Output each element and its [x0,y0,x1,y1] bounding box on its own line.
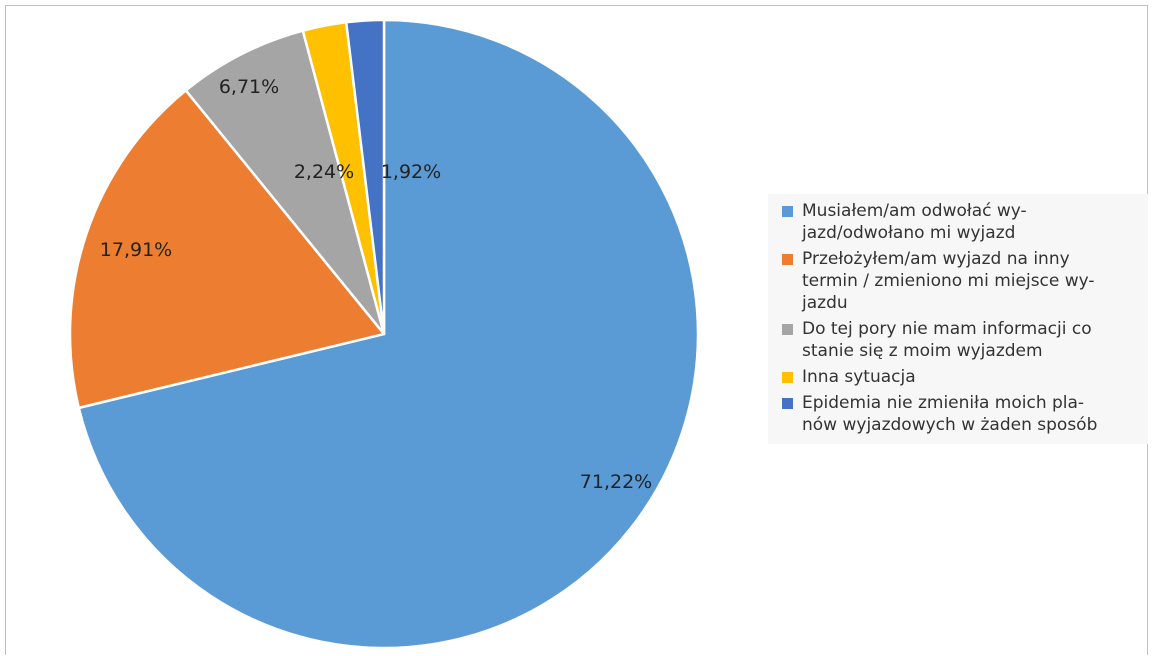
legend-label-line: jazdu [802,293,848,313]
legend-label-line: jazd/odwołano mi wyjazd [802,223,1016,243]
legend-item-4: Inna sytuacja [774,366,1144,388]
pie-slice-3 [184,29,386,336]
legend-label-line: nów wyjazdowych w żaden sposób [802,415,1098,435]
data-label-4: 2,24% [294,161,354,183]
legend-label-line: Inna sytuacja [802,367,916,387]
data-label-5: 1,92% [381,161,441,183]
legend-swatch-4 [782,372,793,383]
pie-chart: 71,22% 17,91% 6,71% 2,24% 1,92% [68,18,700,650]
legend-label-line: Epidemia nie zmieniła moich pla- [802,393,1085,413]
legend-item-1: Musiałem/am odwołać wy-jazd/odwołano mi … [774,200,1144,244]
legend-label-line: Do tej pory nie mam informacji co [802,319,1092,339]
legend-label-line: termin / zmieniono mi miejsce wy- [802,271,1095,291]
data-label-1: 71,22% [580,471,652,493]
legend-item-5: Epidemia nie zmieniła moich pla-nów wyja… [774,392,1144,436]
legend-swatch-2 [782,254,793,265]
legend: Musiałem/am odwołać wy-jazd/odwołano mi … [768,194,1148,444]
pie-slice-1 [77,18,700,650]
chart-frame: 71,22% 17,91% 6,71% 2,24% 1,92% Musiałem/am … [5,5,1148,655]
legend-label-line: Musiałem/am odwołać wy- [802,201,1027,221]
legend-swatch-5 [782,398,793,409]
legend-swatch-1 [782,206,793,217]
pie-slice-5 [344,18,386,336]
legend-label-line: Przełożyłem/am wyjazd na inny [802,249,1070,269]
legend-item-2: Przełożyłem/am wyjazd na inny termin / zm… [774,248,1144,314]
legend-swatch-3 [782,324,793,335]
pie-slice-2 [68,89,386,410]
data-label-3: 6,71% [219,76,279,98]
legend-label-line: stanie się z moim wyjazdem [802,341,1043,361]
data-label-2: 17,91% [100,239,172,261]
legend-item-3: Do tej pory nie mam informacji co stanie … [774,318,1144,362]
